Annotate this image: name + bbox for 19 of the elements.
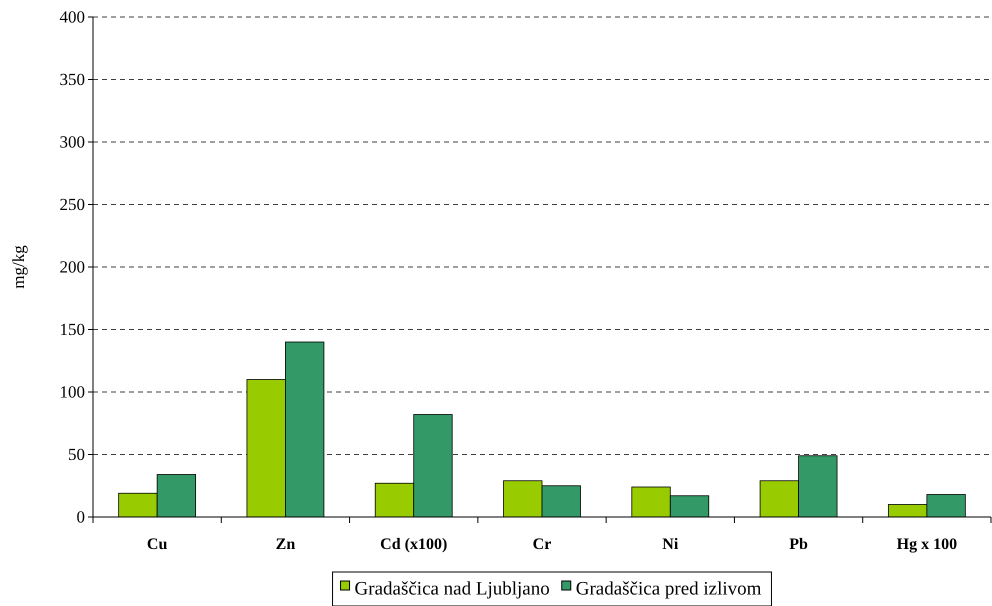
legend-label: Gradaščica pred izlivom: [576, 578, 762, 600]
x-tick-label: Cu: [146, 536, 168, 553]
x-tick-label: Hg x 100: [896, 536, 958, 553]
x-tick-label: Pb: [789, 536, 808, 553]
y-tick-label: 150: [60, 320, 85, 339]
y-tick-label: 0: [76, 507, 85, 526]
y-tick-label: 250: [60, 194, 85, 214]
y-tick-label: 100: [60, 382, 85, 402]
x-tick-label: Cr: [532, 536, 552, 553]
y-tick-label: 50: [68, 444, 85, 464]
y-tick-label: 200: [60, 257, 85, 276]
x-tick-label: Ni: [662, 536, 679, 553]
y-tick-label: 350: [60, 70, 85, 89]
x-tick-label: Cd (x100): [380, 536, 448, 553]
y-tick-label: 400: [60, 7, 85, 26]
legend-label: Gradaščica nad Ljubljano: [354, 578, 550, 600]
x-tick-label: Zn: [276, 536, 296, 553]
y-axis-title: mg/kg: [9, 244, 28, 289]
y-tick-label: 300: [60, 132, 85, 152]
